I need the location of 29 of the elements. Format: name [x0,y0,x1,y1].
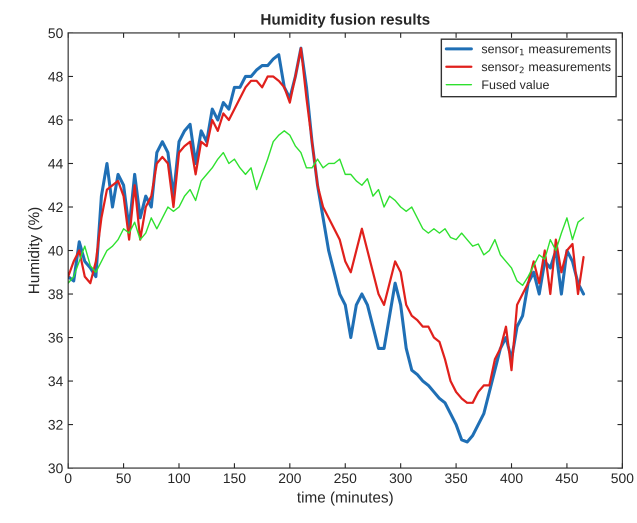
x-tick-label: 0 [64,473,72,484]
chart-title: Humidity fusion results [261,14,430,28]
x-tick-label: 200 [278,473,301,484]
legend-label: sensor$_{1}$ measurements [482,45,611,56]
y-tick-label: 34 [48,376,63,386]
x-tick-label: 400 [500,473,523,484]
legend-label: sensor$_{2}$ measurements [482,63,611,74]
y-tick-label: 38 [48,289,63,300]
x-tick-label: 100 [168,473,190,484]
line-series [68,130,584,286]
y-tick-label: 50 [48,28,63,38]
y-tick-label: 40 [48,246,63,256]
x-tick-label: 150 [224,473,246,484]
legend-label: Fused value [482,80,549,90]
x-tick-label: 350 [445,473,468,484]
x-tick-label: 50 [116,473,131,484]
y-tick-label: 30 [48,463,63,474]
x-tick-label: 250 [334,473,356,484]
y-tick-label: 46 [48,115,63,126]
y-tick-label: 48 [48,72,63,82]
x-tick-label: 300 [390,473,412,484]
y-tick-label: 32 [48,420,63,430]
x-axis-title: time (minutes) [297,491,393,506]
x-tick-label: 450 [556,473,578,484]
y-axis-title: Humidity (%) [28,208,42,293]
y-tick-label: 42 [48,202,63,212]
y-tick-label: 44 [48,158,63,169]
x-tick-label: 500 [611,473,634,484]
y-tick-label: 36 [48,332,63,343]
